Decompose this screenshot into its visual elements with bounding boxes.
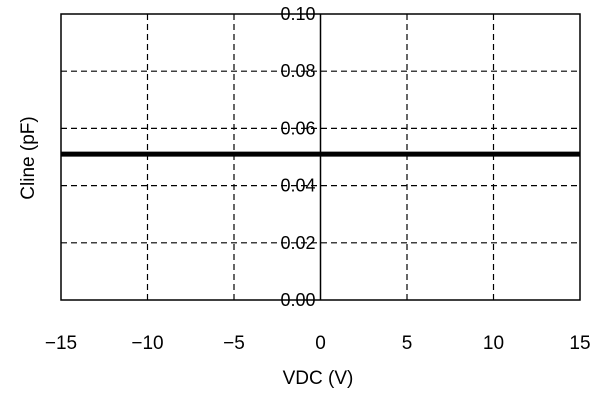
x-tick-label: 5 <box>402 333 413 354</box>
x-tick-label: 10 <box>483 333 504 354</box>
x-tick-label: −5 <box>223 333 245 354</box>
y-tick-label: 0.00 <box>281 290 316 310</box>
y-tick-label: 0.04 <box>281 176 316 196</box>
y-tick-labels: 0.00 0.02 0.04 0.06 0.08 0.10 <box>281 4 316 310</box>
x-axis-title: VDC (V) <box>283 368 354 389</box>
x-tick-label: −10 <box>131 333 163 354</box>
plot-frame <box>60 13 581 301</box>
y-tick-label: 0.02 <box>281 233 316 253</box>
y-axis-title: Cline (pF) <box>18 116 39 199</box>
x-tick-label: 15 <box>569 333 590 354</box>
x-tick-label: −15 <box>45 333 77 354</box>
y-tick-label: 0.06 <box>281 118 316 138</box>
y-tick-label: 0.10 <box>281 4 316 24</box>
x-tick-label: 0 <box>315 333 326 354</box>
y-tick-label: 0.08 <box>281 61 316 81</box>
grid-lines <box>61 14 580 300</box>
x-tick-labels: −15 −10 −5 0 5 10 15 <box>45 333 591 354</box>
